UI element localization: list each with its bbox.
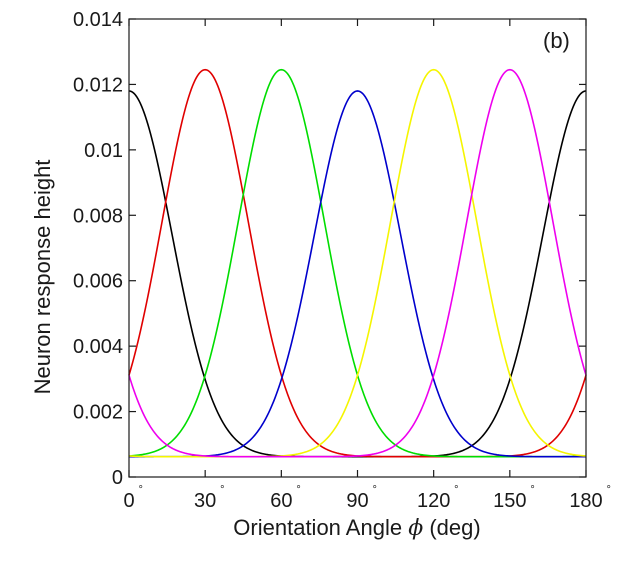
x-tick-label: 120 xyxy=(417,490,450,512)
x-tick-label: 60 xyxy=(270,490,292,512)
y-tick-label: 0.014 xyxy=(73,9,123,31)
y-axis-label: Neuron response height xyxy=(30,160,55,395)
x-tick-degree: ° xyxy=(220,484,224,496)
x-tick-label: 150 xyxy=(493,490,526,512)
x-axis-label-unit: (deg) xyxy=(423,515,480,540)
tick-layer: 0 ° 30 ° 60 ° 90 ° 120 ° 150 ° 180 ° 0 0.002 0.004 0.006 0… xyxy=(73,9,611,512)
x-tick-degree: ° xyxy=(454,484,458,496)
y-tick-label: 0.006 xyxy=(73,271,123,293)
y-tick-label: 0.004 xyxy=(73,336,123,358)
x-axis-label-text: Orientation Angle xyxy=(233,515,408,540)
panel-label: (b) xyxy=(543,28,570,53)
series-line-neuron-150deg xyxy=(128,68,587,458)
x-tick-degree: ° xyxy=(530,484,534,496)
y-tick-label: 0 xyxy=(112,467,123,489)
y-tick-label: 0.008 xyxy=(73,205,123,227)
y-tick-label: 0.002 xyxy=(73,402,123,424)
y-tick-label: 0.012 xyxy=(73,74,123,96)
x-tick-degree: ° xyxy=(296,484,300,496)
x-tick-label: 180 xyxy=(569,490,602,512)
x-axis-label: Orientation Angle ϕ (deg) xyxy=(233,515,480,541)
x-tick-label: 30 xyxy=(194,490,216,512)
x-tick-label: 90 xyxy=(346,490,368,512)
y-tick-label: 0.01 xyxy=(84,140,123,162)
x-tick-degree: ° xyxy=(607,484,611,496)
phi-symbol: ϕ xyxy=(408,516,423,541)
x-tick-label: 0 xyxy=(123,490,134,512)
x-tick-degree: ° xyxy=(139,484,143,496)
x-tick-degree: ° xyxy=(373,484,377,496)
series-layer xyxy=(128,68,587,458)
